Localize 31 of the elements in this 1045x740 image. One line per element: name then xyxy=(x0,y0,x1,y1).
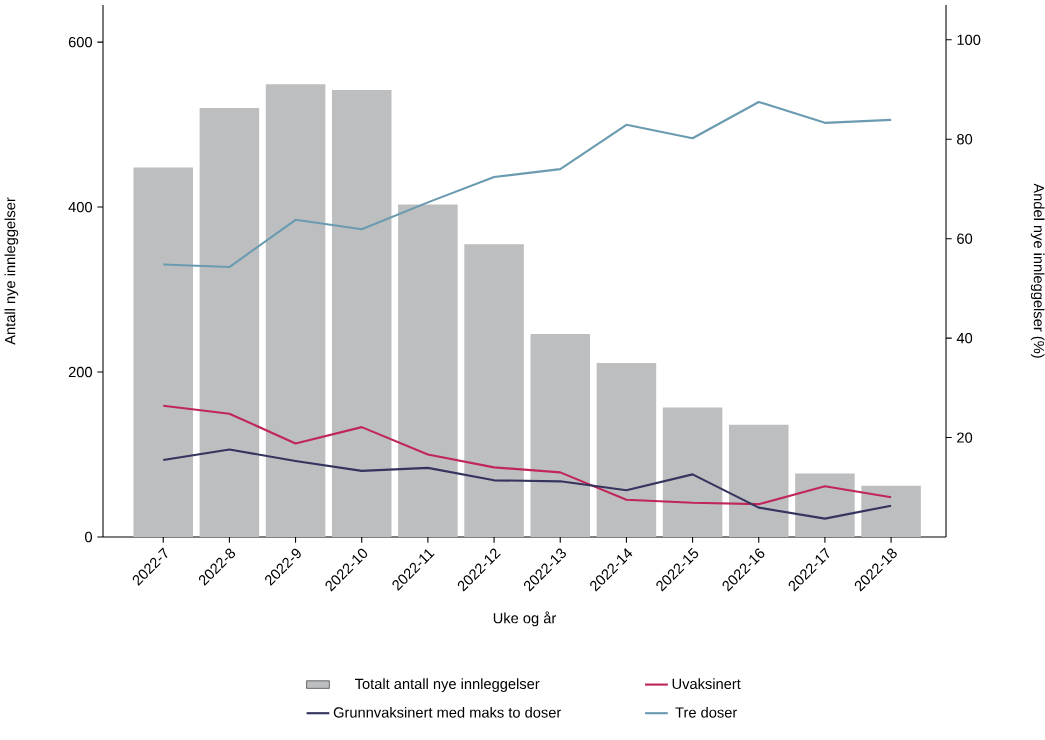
bar xyxy=(530,334,591,537)
legend-label: Grunnvaksinert med maks to doser xyxy=(333,706,562,718)
legend-label: Uvaksinert xyxy=(672,678,741,690)
y2-axis-title: Andel nye innleggelser (%) xyxy=(1030,183,1045,358)
bar xyxy=(728,424,789,537)
bar xyxy=(265,84,326,537)
y2-tick-label: 60 xyxy=(957,233,973,244)
y2-tick-label: 20 xyxy=(957,432,973,443)
legend-label: Totalt antall nye innleggelser xyxy=(354,678,540,692)
bar xyxy=(398,204,458,537)
bar xyxy=(861,485,921,537)
y-tick-label: 600 xyxy=(68,36,93,48)
bar xyxy=(464,244,524,537)
bar xyxy=(331,89,392,537)
line-series xyxy=(162,448,893,520)
line-series xyxy=(162,100,893,269)
bar xyxy=(795,473,855,537)
bar xyxy=(133,167,193,537)
y-tick-label: 0 xyxy=(85,531,93,543)
legend-label: Tre doser xyxy=(675,706,738,718)
x-axis-title: Uke og år xyxy=(493,611,557,627)
line-series xyxy=(162,404,893,506)
y-tick-label: 200 xyxy=(68,366,93,378)
bar xyxy=(662,407,723,537)
y2-tick-label: 80 xyxy=(957,134,973,145)
y2-tick-label: 40 xyxy=(956,332,973,344)
y-axis-title: Antall nye innleggelser xyxy=(4,197,19,345)
bar xyxy=(596,362,657,537)
y2-tick-label: 100 xyxy=(957,34,981,45)
y-tick-label: 400 xyxy=(68,201,93,213)
bar xyxy=(199,108,260,537)
